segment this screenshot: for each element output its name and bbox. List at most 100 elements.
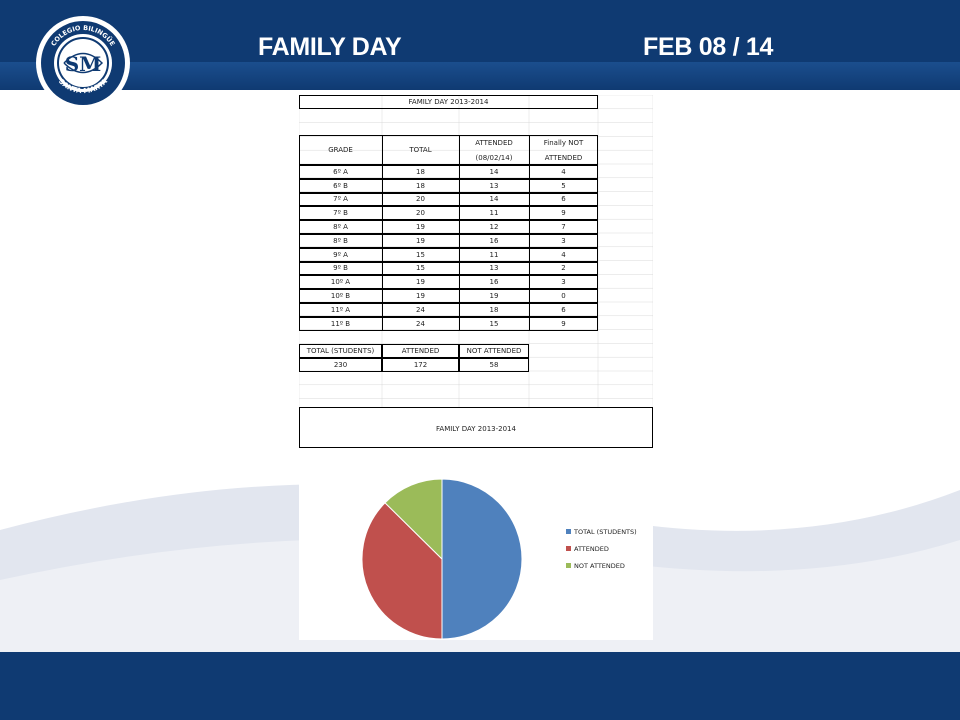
legend-label: ATTENDED — [574, 545, 609, 553]
table-row — [299, 303, 598, 317]
summary-value: 230 — [299, 358, 382, 372]
row-divider — [382, 247, 383, 262]
header-finally-not: Finally NOT — [543, 138, 584, 147]
table-row — [299, 316, 598, 331]
slide-date: FEB 08 / 14 — [643, 33, 774, 61]
cell-not-attended: 3 — [561, 236, 566, 245]
table-row — [299, 178, 598, 193]
row-divider — [529, 220, 530, 234]
row-divider — [382, 192, 383, 207]
row-divider — [459, 303, 460, 317]
cell-attended: 15 — [489, 319, 499, 328]
cell-grade: 7º B — [333, 209, 348, 218]
table-row — [299, 234, 598, 248]
legend-swatch — [566, 546, 571, 551]
row-divider — [382, 220, 383, 234]
cell-attended: 14 — [489, 167, 499, 176]
header-not-attended: ATTENDED — [544, 153, 583, 162]
row-divider — [459, 316, 460, 331]
cell-not-attended: 6 — [561, 195, 566, 204]
cell-grade: 7º A — [333, 195, 348, 204]
header-shine — [0, 62, 960, 90]
cell-grade: 10º B — [330, 292, 351, 301]
summary-value: 172 — [382, 358, 459, 372]
cell-attended: 13 — [489, 264, 499, 273]
pie-chart: FAMILY DAY 2013-2014 TOTAL (STUDENTS) ATT… — [299, 407, 653, 640]
footer-bar — [0, 652, 960, 720]
cell-attended: 16 — [489, 236, 499, 245]
row-divider — [529, 316, 530, 331]
cell-total: 20 — [416, 195, 425, 204]
cell-not-attended: 5 — [561, 181, 566, 190]
cell-not-attended: 9 — [561, 319, 566, 328]
cell-total: 24 — [416, 305, 425, 314]
header-bar — [0, 0, 960, 90]
row-divider — [382, 275, 383, 290]
header-total: TOTAL — [409, 146, 432, 155]
table-row — [299, 275, 598, 290]
legend-swatch — [566, 529, 571, 534]
cell-grade: 9º A — [333, 250, 348, 259]
cell-attended: 13 — [489, 181, 499, 190]
cell-attended: 18 — [489, 305, 499, 314]
cell-not-attended: 2 — [561, 264, 566, 273]
summary-header: ATTENDED — [382, 344, 459, 359]
table-row — [299, 289, 598, 303]
cell-not-attended: 4 — [561, 167, 566, 176]
pie-slice — [361, 502, 443, 640]
cell-grade: 11º A — [330, 305, 351, 314]
summary-value: 58 — [459, 358, 529, 372]
header-divider — [382, 135, 383, 165]
cell-total: 19 — [416, 292, 425, 301]
row-divider — [382, 165, 383, 179]
cell-attended: 16 — [489, 278, 499, 287]
row-divider — [529, 247, 530, 262]
row-divider — [382, 289, 383, 303]
cell-attended: 11 — [489, 209, 499, 218]
row-divider — [459, 178, 460, 193]
table-row — [299, 247, 598, 262]
chart-panel: FAMILY DAY 2013-2014 TOTAL (STUDENTS) ATT… — [299, 407, 653, 640]
row-divider — [459, 234, 460, 248]
cell-total: 19 — [416, 278, 425, 287]
table-row — [299, 261, 598, 276]
row-divider — [382, 261, 383, 276]
legend-label: TOTAL (STUDENTS) — [573, 528, 637, 536]
row-divider — [529, 275, 530, 290]
cell-total: 19 — [416, 223, 425, 232]
row-divider — [382, 178, 383, 193]
row-divider — [529, 303, 530, 317]
row-divider — [459, 261, 460, 276]
cell-total: 24 — [416, 319, 425, 328]
cell-total: 20 — [416, 209, 425, 218]
header-divider — [459, 135, 460, 165]
row-divider — [529, 206, 530, 221]
slide-title: FAMILY DAY — [258, 33, 402, 61]
row-divider — [529, 261, 530, 276]
cell-grade: 11º B — [330, 319, 351, 328]
cell-total: 18 — [416, 181, 425, 190]
row-divider — [459, 220, 460, 234]
row-divider — [382, 303, 383, 317]
cell-not-attended: 4 — [561, 250, 566, 259]
cell-grade: 8º A — [333, 223, 348, 232]
row-divider — [529, 289, 530, 303]
header-attended: ATTENDED — [475, 138, 513, 147]
header-divider — [529, 135, 530, 165]
cell-not-attended: 7 — [561, 223, 566, 232]
row-divider — [382, 234, 383, 248]
cell-grade: 10º A — [330, 278, 351, 287]
row-divider — [459, 206, 460, 221]
row-divider — [529, 234, 530, 248]
cell-not-attended: 0 — [561, 292, 566, 301]
sheet-title: FAMILY DAY 2013-2014 — [299, 95, 598, 109]
header-border — [299, 135, 598, 165]
row-divider — [529, 192, 530, 207]
cell-grade: 8º B — [333, 236, 348, 245]
cell-grade: 6º A — [333, 167, 348, 176]
cell-total: 15 — [416, 250, 425, 259]
table-row — [299, 206, 598, 221]
header-grade: GRADE — [328, 146, 353, 155]
row-divider — [382, 316, 383, 331]
row-divider — [459, 192, 460, 207]
